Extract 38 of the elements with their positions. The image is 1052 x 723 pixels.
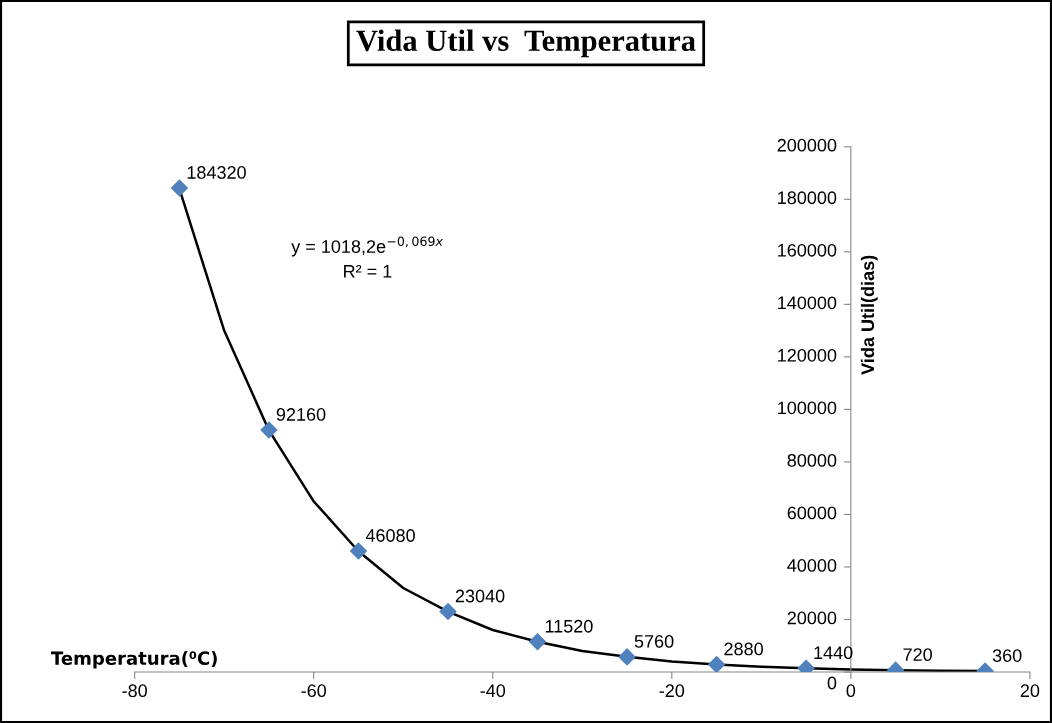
y-axis-title: Vida Util(dias)	[860, 255, 878, 375]
point	[707, 655, 726, 673]
x-tick-label: -80	[122, 684, 147, 698]
y-tick-label: 60000	[787, 506, 837, 520]
x-tick-label: -20	[659, 684, 685, 698]
y-tick-label: 140000	[778, 296, 837, 310]
y-tick-label: 20000	[787, 611, 837, 625]
annotation: R² = 1	[344, 264, 392, 278]
x-tick-label: 0	[846, 684, 856, 698]
point	[528, 632, 547, 651]
data-label: 720	[903, 648, 932, 662]
data-label: 11520	[545, 619, 593, 633]
y-tick-label: 40000	[787, 559, 837, 572]
data-label: 1440	[814, 646, 853, 660]
y-tick-label: 100000	[778, 401, 837, 415]
point	[260, 421, 278, 439]
data-label: 184320	[187, 166, 246, 179]
annotation: y = 1018,2e$^{−0,069x}$	[291, 236, 444, 257]
data-label: 360	[992, 649, 1022, 662]
y-tick-label: 160000	[778, 243, 837, 257]
point	[349, 542, 368, 560]
y-tick-label: 200000	[777, 138, 837, 152]
y-tick-label: 180000	[778, 191, 837, 205]
y-tick-label: 120000	[778, 348, 837, 362]
x-tick-label: -40	[480, 684, 506, 698]
data-label: 92160	[276, 408, 326, 421]
point	[618, 648, 636, 666]
data-label: 46080	[365, 529, 415, 542]
data-label: 23040	[455, 589, 505, 603]
y-tick-label: 80000	[787, 453, 837, 467]
chart-title: Vida Util vs Temperatura	[356, 29, 696, 58]
x-axis-title: Temperatura(⁰C)	[51, 651, 217, 669]
point	[170, 179, 189, 197]
x-tick-label: -60	[301, 684, 327, 698]
data-label: 5760	[634, 634, 674, 648]
point	[439, 602, 457, 621]
data-label: 2880	[724, 642, 763, 656]
x-tick-label: 20	[1020, 684, 1040, 698]
